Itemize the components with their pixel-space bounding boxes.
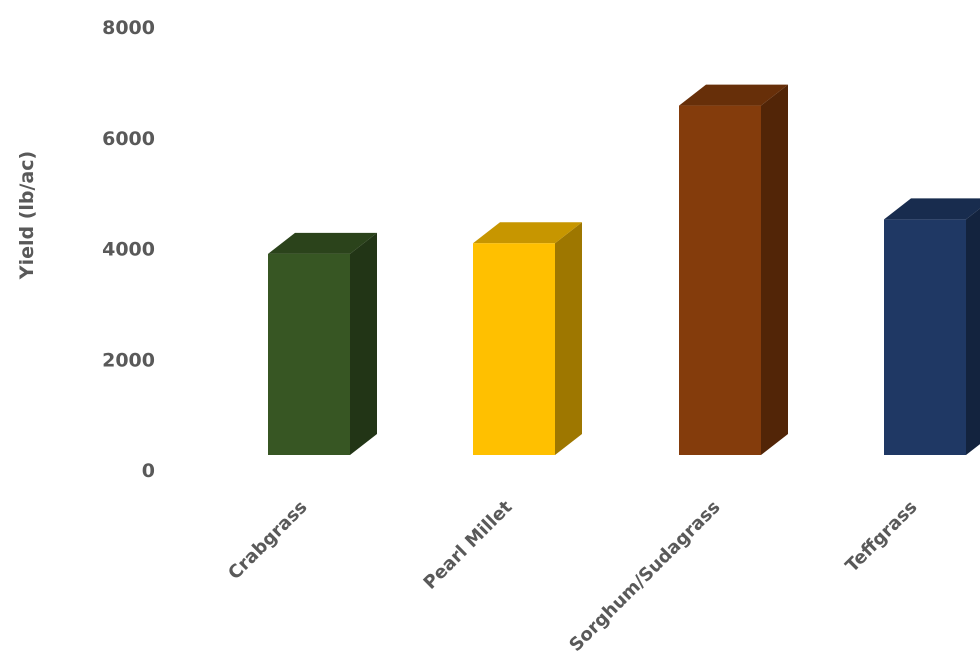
- bar-front: [884, 219, 966, 455]
- x-tick-label: Teffgrass: [842, 497, 922, 577]
- x-tick-label: Pearl Millet: [420, 496, 517, 593]
- y-tick-label: 8000: [102, 17, 155, 39]
- bar-front: [268, 253, 350, 455]
- y-tick-label: 0: [142, 460, 155, 482]
- y-tick-label: 6000: [102, 128, 155, 150]
- bar-top: [679, 84, 788, 106]
- bar: [268, 232, 377, 455]
- bar-side: [350, 232, 377, 455]
- bar-front: [473, 243, 555, 455]
- x-axis: Crabgrass Pearl Millet Sorghum/Sudagrass Te…: [224, 496, 921, 656]
- bar: [884, 198, 980, 455]
- bar: [679, 84, 788, 456]
- bar: [473, 222, 582, 455]
- x-tick-label: Sorghum/Sudagrass: [565, 497, 724, 656]
- bar-side: [555, 222, 582, 455]
- bar-front: [679, 105, 761, 456]
- y-tick-label: 4000: [102, 239, 155, 261]
- x-tick-label: Crabgrass: [224, 497, 311, 584]
- bar-top: [473, 222, 582, 244]
- bar-top: [268, 232, 377, 254]
- y-axis: 0 2000 4000 6000 8000: [102, 17, 155, 482]
- y-tick-label: 2000: [102, 349, 155, 371]
- bar-top: [884, 198, 980, 220]
- bar-side: [761, 84, 788, 456]
- bar-side: [966, 208, 980, 455]
- y-axis-title: Yield (lb/ac): [16, 151, 38, 280]
- bars-group: [268, 84, 980, 456]
